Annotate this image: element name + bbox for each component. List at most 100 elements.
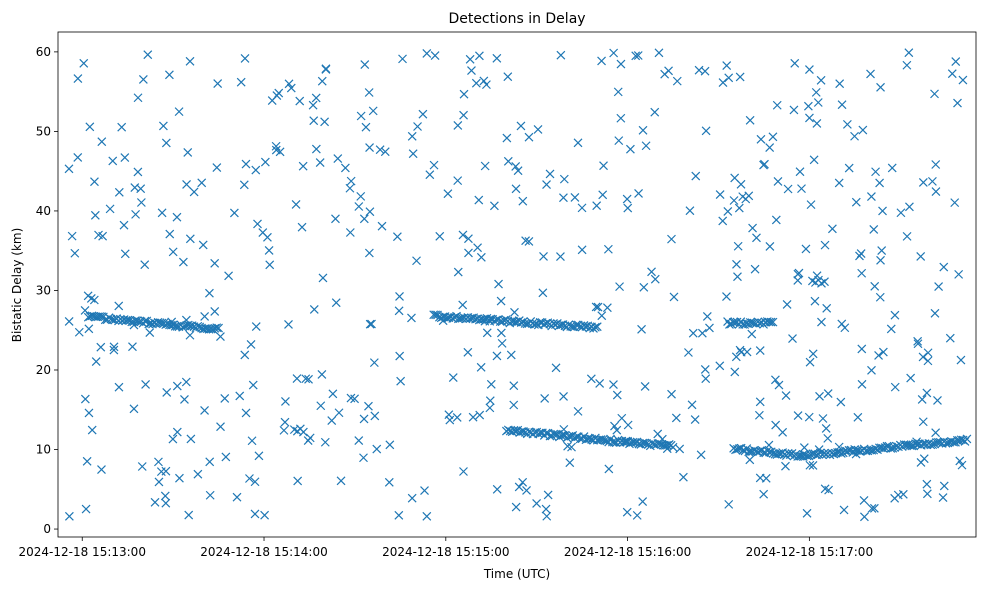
data-point: [902, 60, 912, 70]
data-point: [509, 400, 519, 410]
data-point: [79, 58, 89, 68]
data-point: [671, 413, 681, 423]
data-point: [694, 65, 704, 75]
data-point: [640, 382, 650, 391]
data-point: [788, 334, 797, 344]
data-point: [931, 160, 941, 169]
data-point: [733, 241, 743, 251]
data-point: [764, 440, 774, 450]
data-point: [837, 100, 847, 110]
data-point: [499, 315, 509, 325]
data-point: [464, 234, 473, 244]
data-point: [119, 220, 129, 230]
data-point: [804, 412, 814, 422]
data-point: [511, 161, 521, 171]
data-point: [87, 425, 97, 435]
data-point: [150, 497, 160, 507]
data-point: [768, 317, 778, 327]
data-point: [748, 223, 757, 233]
data-point: [210, 323, 220, 333]
data-point: [724, 499, 734, 509]
data-point: [482, 80, 491, 90]
data-point: [181, 377, 191, 387]
data-point: [835, 79, 845, 89]
data-point: [609, 48, 619, 58]
data-point: [870, 281, 880, 291]
data-point: [200, 312, 210, 321]
data-point: [82, 456, 92, 466]
data-point: [468, 412, 478, 422]
data-point: [745, 115, 755, 125]
data-point: [345, 183, 355, 193]
data-point: [318, 273, 328, 283]
data-point: [723, 206, 733, 216]
data-point: [911, 439, 920, 449]
data-point: [857, 344, 867, 354]
data-point: [869, 503, 879, 513]
data-point: [890, 382, 900, 392]
data-point: [805, 357, 815, 367]
data-point: [597, 311, 607, 321]
data-point: [687, 400, 697, 410]
data-point: [178, 257, 188, 267]
data-point: [778, 427, 788, 437]
data-point: [459, 467, 468, 476]
data-point: [156, 467, 166, 477]
data-point: [168, 434, 178, 444]
data-point: [80, 305, 90, 315]
data-point: [570, 193, 580, 202]
data-point: [691, 171, 701, 181]
data-point: [836, 397, 846, 407]
data-point: [793, 269, 803, 279]
data-point: [722, 292, 731, 301]
data-point: [869, 224, 879, 234]
data-point: [795, 167, 805, 177]
data-point: [492, 53, 502, 63]
data-point: [623, 203, 633, 213]
data-point: [590, 322, 600, 332]
data-point: [73, 152, 83, 162]
data-point: [189, 187, 199, 197]
data-point: [559, 174, 569, 184]
data-point: [475, 410, 485, 420]
data-point: [756, 134, 766, 144]
data-point: [922, 489, 932, 499]
data-point: [638, 497, 648, 506]
data-point: [420, 486, 429, 495]
data-point: [317, 76, 327, 86]
data-point: [950, 198, 960, 208]
data-point: [733, 272, 742, 282]
data-point: [957, 460, 967, 470]
data-point: [408, 149, 418, 159]
data-point: [916, 457, 926, 467]
data-point: [641, 141, 651, 151]
data-point: [610, 421, 619, 431]
data-point: [939, 481, 949, 491]
data-point: [395, 351, 405, 361]
data-point: [953, 98, 962, 108]
data-point: [365, 319, 375, 329]
x-tick-label: 2024-12-18 15:17:00: [746, 545, 873, 559]
data-point: [430, 51, 440, 60]
data-point: [820, 277, 829, 287]
data-point: [871, 167, 880, 177]
data-point: [251, 165, 261, 175]
data-point: [811, 87, 821, 97]
data-point: [311, 93, 321, 103]
data-point: [773, 176, 783, 186]
data-point: [143, 50, 153, 60]
data-point: [797, 184, 806, 194]
data-point: [298, 161, 308, 171]
data-point: [157, 208, 167, 218]
data-point: [521, 236, 531, 246]
data-point: [518, 196, 528, 206]
data-point: [513, 166, 523, 176]
data-point: [874, 351, 883, 360]
x-tick-label: 2024-12-18 15:16:00: [564, 545, 691, 559]
data-point: [80, 394, 90, 404]
data-point: [875, 292, 885, 302]
data-point: [229, 208, 239, 218]
data-point: [622, 194, 632, 204]
data-point: [369, 358, 379, 368]
